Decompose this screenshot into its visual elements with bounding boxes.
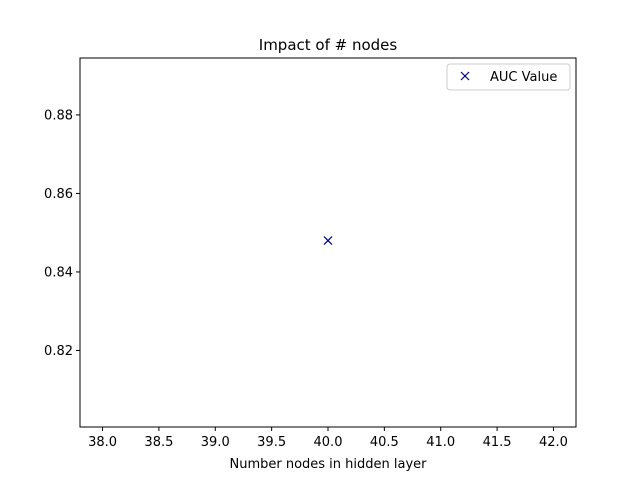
y-axis: 0.82 0.84 0.86 0.88 (44, 108, 80, 359)
legend-marker-x-icon (460, 71, 470, 81)
x-tick-label: 40.5 (370, 435, 399, 450)
chart-title: Impact of # nodes (259, 36, 398, 54)
y-tick-label: 0.86 (44, 187, 73, 202)
data-point (323, 236, 333, 245)
y-tick-label: 0.84 (44, 265, 73, 280)
x-axis: 38.0 38.5 39.0 39.5 40.0 40.5 41.0 41.5 42.0 (88, 427, 568, 450)
data-points (323, 236, 333, 245)
legend: AUC Value (446, 63, 571, 91)
y-tick-label: 0.88 (44, 108, 73, 123)
x-tick-label: 39.5 (257, 435, 286, 450)
x-tick-label: 39.0 (201, 435, 230, 450)
x-tick-label: 41.5 (483, 435, 512, 450)
x-tick-label: 41.0 (426, 435, 455, 450)
legend-marker-x (460, 71, 470, 81)
x-tick-label: 42.0 (539, 435, 568, 450)
x-tick-label: 38.0 (88, 435, 117, 450)
legend-label: AUC Value (490, 70, 557, 85)
x-axis-label: Number nodes in hidden layer (229, 457, 427, 472)
y-tick-label: 0.82 (44, 344, 73, 359)
x-tick-label: 40.0 (314, 435, 343, 450)
x-tick-label: 38.5 (144, 435, 173, 450)
legend-box (446, 63, 571, 91)
